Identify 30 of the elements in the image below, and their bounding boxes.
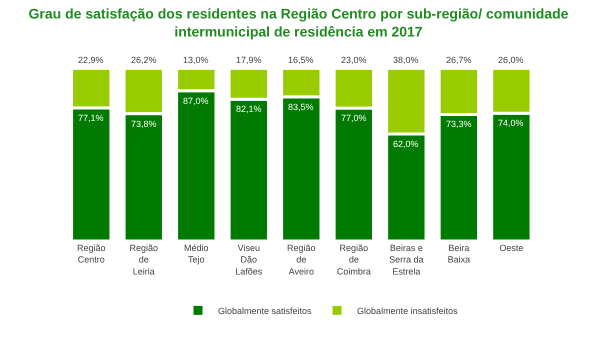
data-label: 74,0% xyxy=(498,118,524,128)
x-tick-label: Região de Coimbra xyxy=(336,243,371,276)
chart-title: Grau de satisfação dos residentes na Região Centro por sub-região/ comunidade intermunicipal de residência em 2017 xyxy=(28,6,569,40)
data-label: 16,5% xyxy=(288,55,314,65)
data-label: 82,1% xyxy=(236,104,262,114)
legend-label: Globalmente satisfeitos xyxy=(218,306,312,316)
x-tick-label: Médio Tejo xyxy=(184,243,209,265)
data-label: 26,2% xyxy=(131,55,157,65)
data-label: 13,0% xyxy=(183,55,209,65)
data-label: 26,7% xyxy=(446,55,472,65)
data-label: 23,0% xyxy=(341,55,367,65)
data-label: 73,3% xyxy=(446,119,472,129)
legend-label: Globalmente insatisfeitos xyxy=(357,306,458,316)
data-label: 17,9% xyxy=(236,55,262,65)
data-label: 77,1% xyxy=(78,113,104,123)
x-tick-label: Beiras e Serra da Estrela xyxy=(389,243,424,276)
data-label: 22,9% xyxy=(78,55,104,65)
data-label: 73,8% xyxy=(131,119,157,129)
x-tick-label: Oeste xyxy=(499,243,524,253)
x-tick-label: Beira Baixa xyxy=(448,243,470,265)
x-tick-label: Região de Leiria xyxy=(130,243,158,276)
x-tick-label: Região de Aveiro xyxy=(287,243,316,276)
data-label: 87,0% xyxy=(183,96,209,106)
x-tick-label: Viseu Dão Lafões xyxy=(235,243,263,276)
data-label: 77,0% xyxy=(341,113,367,123)
data-label: 83,5% xyxy=(288,102,314,112)
data-label: 26,0% xyxy=(498,55,524,65)
x-tick-label: Região Centro xyxy=(76,243,106,265)
data-label: 62,0% xyxy=(393,139,419,149)
data-label: 38,0% xyxy=(393,55,419,65)
